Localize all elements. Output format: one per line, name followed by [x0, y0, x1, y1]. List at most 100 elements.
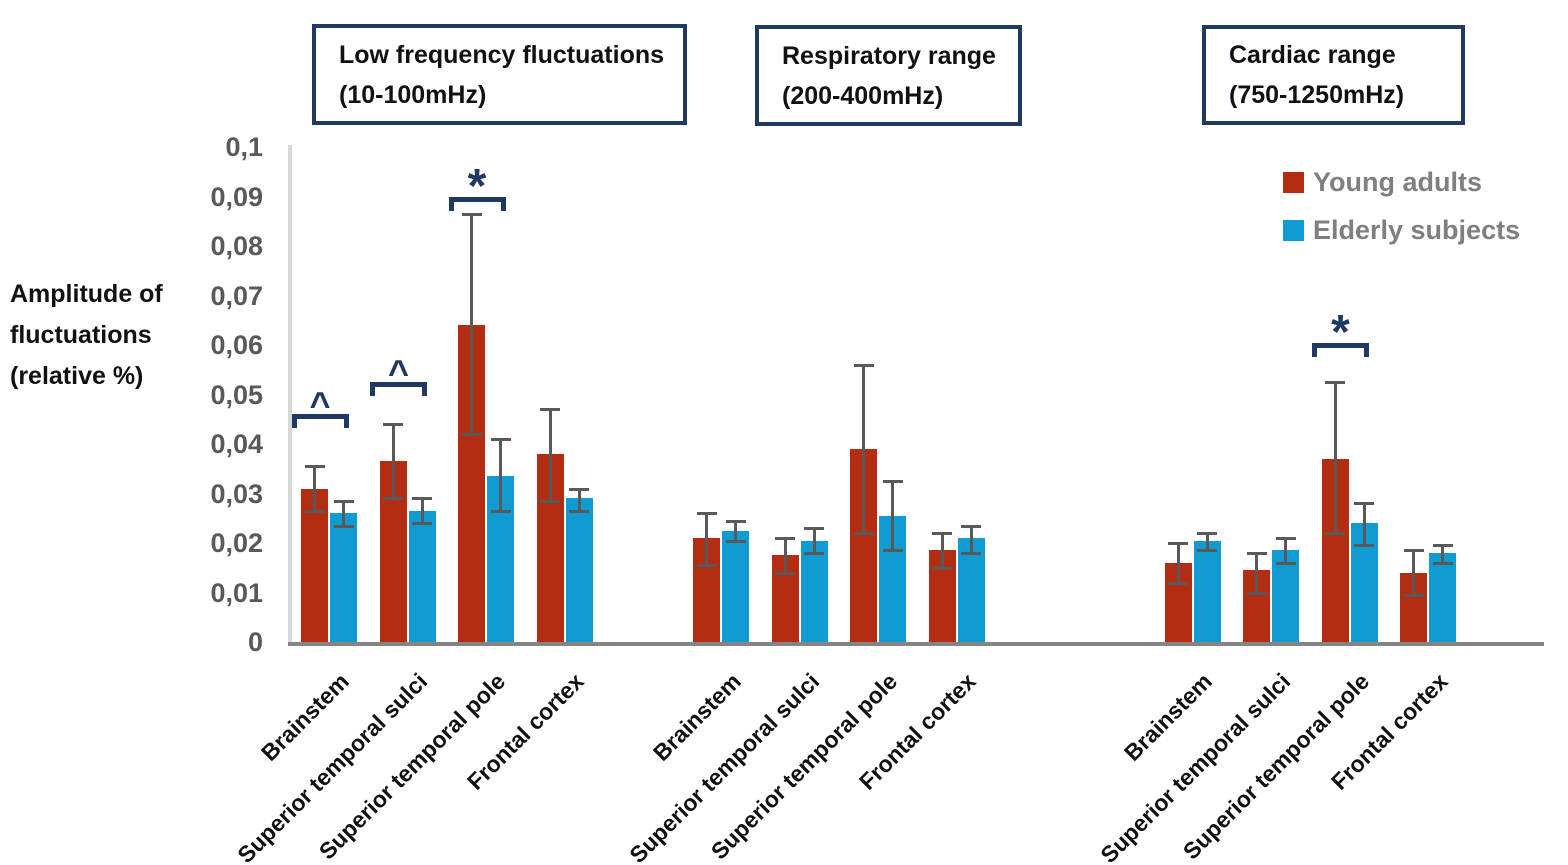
error-bar-cap-bottom	[775, 571, 795, 575]
error-bar-cap-top	[961, 524, 981, 528]
bar-elderly-subjects	[1429, 552, 1456, 642]
panel-title-box-low-frequency: Low frequency fluctuations (10-100mHz)	[312, 24, 687, 125]
error-bar-cap-bottom	[725, 539, 746, 543]
legend-item-elderly-subjects: Elderly subjects	[1283, 215, 1520, 246]
error-bar-cap-top	[882, 480, 903, 484]
error-bar-cap-top	[853, 363, 874, 367]
error-bar-cap-top	[696, 512, 717, 516]
panel-title: Cardiac range	[1229, 41, 1396, 69]
bar-elderly-subjects	[408, 510, 436, 642]
error-bar-cap-bottom	[1432, 561, 1453, 565]
y-tick-label: 0,08	[210, 231, 263, 261]
y-axis-title-line2: fluctuations	[10, 321, 152, 349]
significance-caret: ^	[309, 384, 331, 426]
error-bar-cap-top	[412, 497, 432, 501]
bar-elderly-subjects	[722, 530, 749, 642]
error-bar	[1205, 533, 1209, 551]
error-bar-cap-top	[1246, 551, 1267, 555]
legend-label: Young adults	[1313, 167, 1482, 197]
y-tick-label: 0,06	[210, 330, 263, 360]
error-bar	[342, 500, 345, 526]
error-bar-cap-bottom	[412, 522, 432, 526]
significance-bracket	[291, 414, 349, 429]
error-bar-cap-bottom	[333, 524, 354, 528]
y-tick-label: 0,05	[210, 379, 263, 410]
significance-asterisk: *	[467, 159, 487, 213]
error-bar	[940, 533, 944, 568]
error-bar	[783, 538, 787, 573]
error-bar	[705, 513, 708, 566]
y-tick-label: 0,1	[225, 132, 263, 162]
error-bar	[891, 481, 894, 551]
error-bar-cap-top	[461, 212, 482, 216]
error-bar-cap-top	[1354, 502, 1374, 506]
error-bar	[862, 364, 865, 534]
error-bar	[470, 213, 473, 435]
error-bar	[1284, 538, 1287, 563]
y-axis-title-line3: (relative %)	[10, 362, 144, 390]
y-tick-label: 0	[247, 627, 263, 657]
panel-title-box-cardiac: Cardiac range (750-1250mHz)	[1202, 25, 1465, 125]
legend-item-young-adults: Young adults	[1283, 167, 1520, 198]
error-bar-cap-bottom	[1325, 532, 1345, 536]
error-bar	[499, 439, 502, 511]
significance-asterisk: *	[1331, 306, 1350, 360]
bar-elderly-subjects	[1193, 540, 1221, 642]
legend-swatch-young-adults	[1283, 172, 1304, 193]
error-bar-cap-top	[490, 438, 511, 442]
error-bar-cap-bottom	[461, 433, 482, 437]
error-bar-cap-bottom	[882, 549, 903, 553]
error-bar	[812, 528, 816, 553]
error-bar-cap-bottom	[1197, 549, 1217, 553]
panel-range: (750-1250mHz)	[1229, 81, 1405, 109]
error-bar-cap-bottom	[490, 509, 511, 513]
error-bar-cap-top	[333, 499, 354, 503]
error-bar-cap-top	[1325, 381, 1345, 385]
significance-caret: ^	[387, 352, 410, 394]
y-tick-label: 0,03	[210, 478, 263, 509]
error-bar	[734, 520, 737, 541]
error-bar-cap-bottom	[569, 509, 589, 513]
panel-title: Respiratory range	[782, 41, 996, 70]
bar-elderly-subjects	[1272, 550, 1299, 642]
significance-bracket	[448, 196, 506, 211]
error-bar	[1176, 543, 1180, 583]
significance-bracket	[370, 382, 427, 397]
y-tick-label: 0,04	[210, 429, 263, 459]
error-bar	[1412, 550, 1415, 595]
error-bar-cap-top	[1168, 542, 1188, 545]
error-bar	[548, 409, 552, 501]
x-axis-line	[288, 642, 1544, 646]
bar-elderly-subjects	[800, 540, 828, 642]
error-bar-cap-top	[804, 527, 824, 531]
error-bar-cap-top	[775, 537, 795, 541]
legend: Young adults Elderly subjects	[1283, 167, 1520, 263]
error-bar	[1441, 545, 1444, 563]
error-bar-cap-bottom	[383, 497, 403, 501]
error-bar	[391, 424, 395, 499]
error-bar-cap-bottom	[853, 532, 874, 536]
error-bar-cap-bottom	[1403, 593, 1424, 597]
error-bar-cap-top	[932, 532, 952, 536]
error-bar-cap-bottom	[1168, 581, 1188, 585]
panel-title: Low frequency fluctuations	[339, 40, 665, 69]
y-axis-title: Amplitude of fluctuations (relative %)	[10, 274, 163, 397]
error-bar-cap-top	[1275, 537, 1296, 541]
error-bar	[1333, 382, 1337, 534]
y-tick-label: 0,01	[210, 577, 263, 608]
error-bar-cap-top	[1403, 549, 1424, 553]
y-tick-label: 0,07	[210, 280, 263, 311]
significance-bracket	[1312, 343, 1369, 358]
error-bar-cap-bottom	[932, 566, 952, 570]
error-bar	[577, 488, 581, 511]
error-bar-cap-bottom	[1275, 561, 1296, 565]
error-bar-cap-top	[569, 487, 589, 491]
legend-label: Elderly subjects	[1313, 215, 1521, 245]
y-axis-line	[288, 145, 292, 642]
error-bar	[1255, 552, 1258, 593]
error-bar-cap-top	[1432, 544, 1453, 548]
error-bar-cap-top	[383, 423, 403, 427]
error-bar-cap-bottom	[540, 499, 560, 503]
error-bar-cap-top	[540, 408, 560, 412]
